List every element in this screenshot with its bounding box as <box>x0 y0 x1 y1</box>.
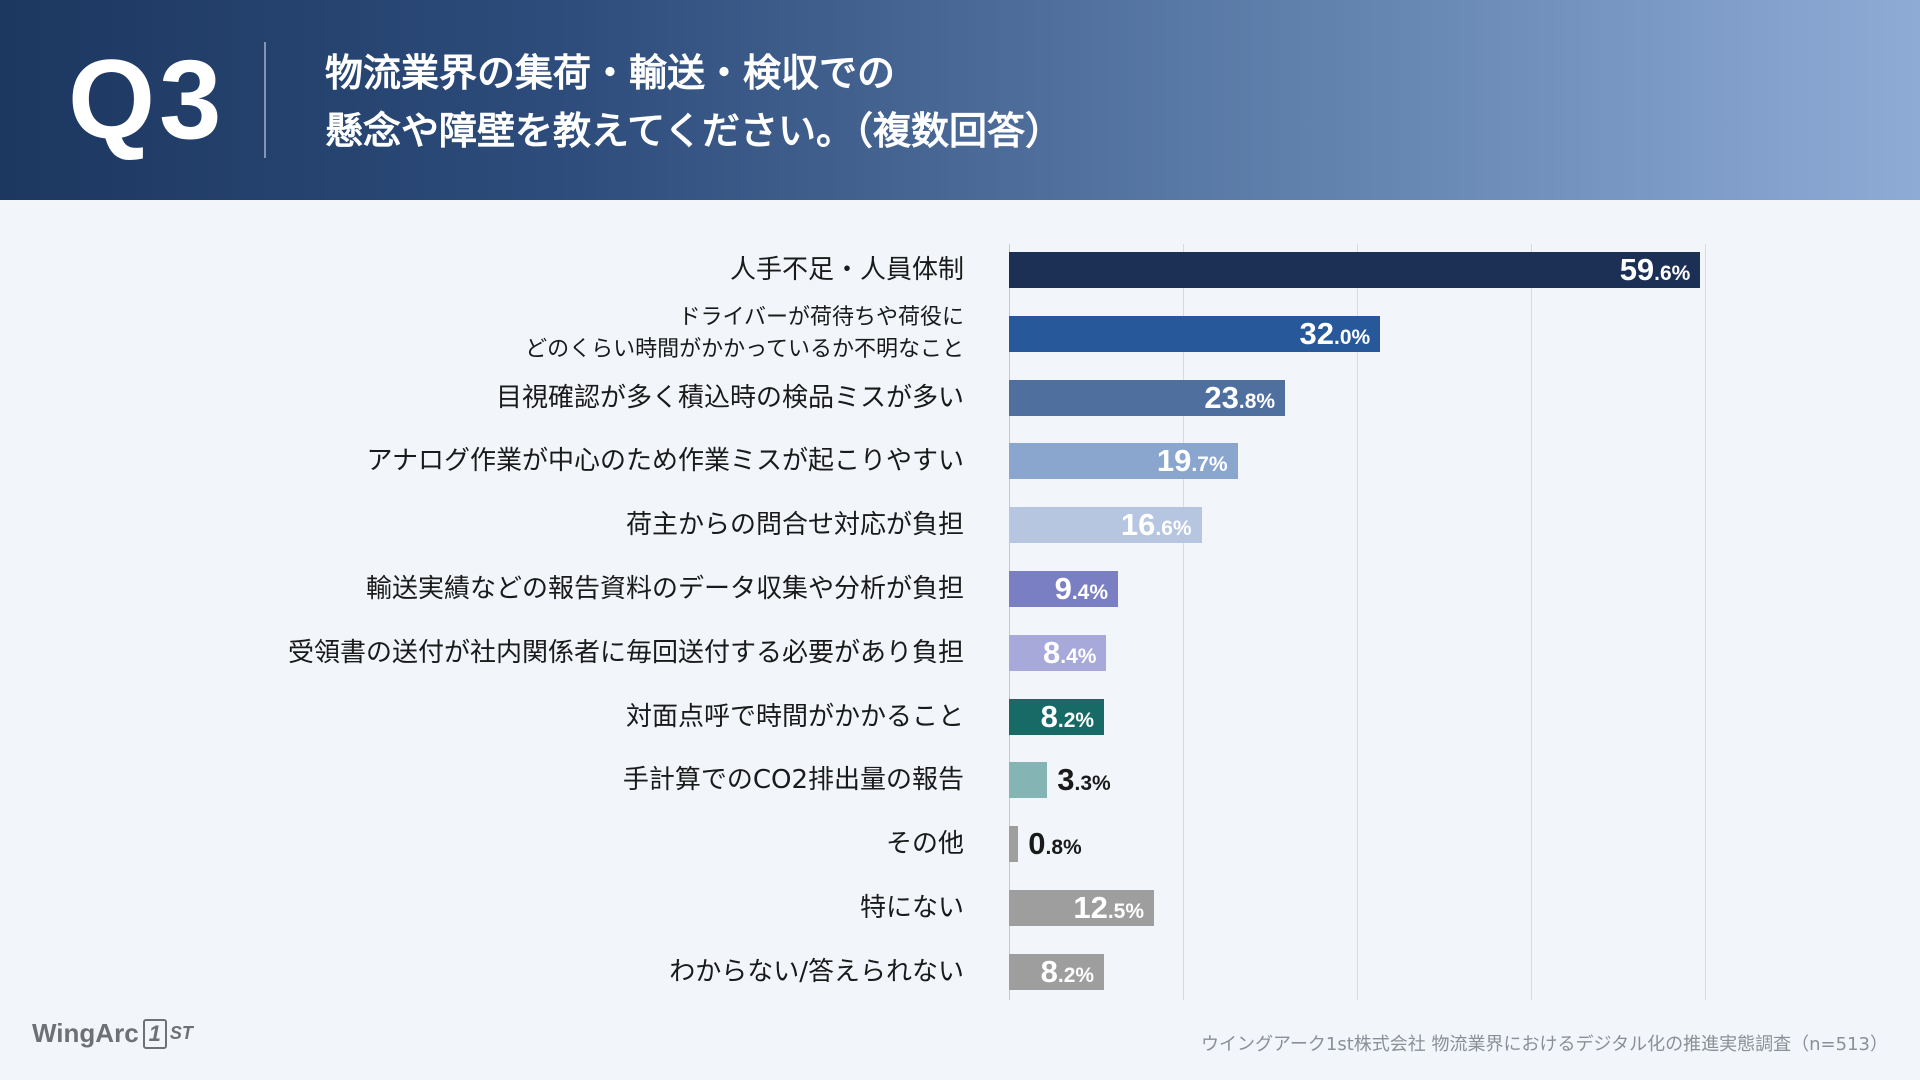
data-label-integer: 3 <box>1057 762 1075 798</box>
gridline <box>1531 244 1532 1000</box>
data-label: 3.3% <box>1057 762 1110 798</box>
data-label: 0.8% <box>1028 826 1081 862</box>
category-label-line: 輸送実績などの報告資料のデータ収集や分析が負担 <box>365 574 964 604</box>
category-label-line: 人手不足・人員体制 <box>729 255 964 285</box>
header-divider <box>264 42 266 158</box>
data-label: 23.8% <box>1009 380 1275 416</box>
header-banner: Q3 物流業界の集荷・輸送・検収での 懸念や障壁を教えてください。（複数回答） <box>0 0 1920 200</box>
data-label-decimal: .8% <box>1045 836 1082 860</box>
category-label-line: 対面点呼で時間がかかること <box>625 701 964 732</box>
data-label: 9.4% <box>1009 571 1108 607</box>
category-label-line: わからない/答えられない <box>669 956 964 987</box>
category-label-line: 目視確認が多く積込時の検品ミスが多い <box>495 382 964 413</box>
question-line-1: 物流業界の集荷・輸送・検収での <box>325 51 896 95</box>
bar-chart: 人手不足・人員体制 59.6% ドライバーが荷待ちや荷役に どのくらい時間がかかってい… <box>0 230 1920 1010</box>
data-label: 8.2% <box>1009 954 1094 990</box>
data-label: 19.7% <box>1009 443 1228 479</box>
category-label: 輸送実績などの報告資料のデータ収集や分析が負担 <box>204 572 964 606</box>
category-label: その他 <box>204 827 964 861</box>
category-label: ドライバーが荷待ちや荷役にどのくらい時間がかかっているか不明なこと <box>204 302 964 366</box>
category-label-line: ドライバーが荷待ちや荷役に <box>678 304 964 330</box>
data-label-integer: 8 <box>1040 698 1058 734</box>
logo-mark: 1 <box>142 1018 167 1049</box>
data-label: 8.4% <box>1009 635 1096 671</box>
bar <box>1009 315 1381 352</box>
category-label: 人手不足・人員体制 <box>204 253 964 287</box>
data-label-integer: 12 <box>1073 890 1108 925</box>
bar <box>1009 571 1119 607</box>
logo-suffix: ST <box>169 1023 193 1043</box>
data-label-decimal: .7% <box>1191 453 1228 477</box>
data-label-decimal: .8% <box>1238 389 1276 413</box>
category-label-line: 受領書の送付が社内関係者に毎回送付する必要があり負担 <box>287 637 964 668</box>
bar <box>1009 507 1202 544</box>
gridline <box>1357 244 1358 1000</box>
data-label-decimal: .6% <box>1654 262 1691 285</box>
data-label-integer: 8 <box>1040 953 1058 989</box>
category-label-line: その他 <box>885 829 964 860</box>
data-label-decimal: .0% <box>1334 325 1371 349</box>
category-label: わからない/答えられない <box>204 955 964 989</box>
data-label: 16.6% <box>1009 507 1192 543</box>
data-label: 8.2% <box>1009 699 1094 735</box>
bar <box>1009 379 1286 416</box>
category-label: 特にない <box>204 891 964 925</box>
data-label-decimal: .4% <box>1071 581 1109 604</box>
bar <box>1009 634 1107 671</box>
question-line-2: 懸念や障壁を教えてください。（複数回答） <box>325 109 1063 153</box>
logo-text: WingArc <box>32 1018 139 1048</box>
data-label-decimal: .4% <box>1060 644 1097 668</box>
bar <box>1009 890 1154 926</box>
data-label-integer: 8 <box>1043 634 1061 670</box>
data-label-decimal: .2% <box>1057 708 1095 732</box>
category-label: アナログ作業が中心のため作業ミスが起こりやすい <box>204 444 964 478</box>
data-label-decimal: .3% <box>1074 772 1111 796</box>
bar <box>1009 762 1048 799</box>
gridline <box>1705 244 1706 1000</box>
category-label: 荷主からの問合せ対応が負担 <box>204 508 964 542</box>
source-note: ウイングアーク1st株式会社 物流業界におけるデジタル化の推進実態調査（n=51… <box>1200 1034 1888 1055</box>
data-label-integer: 32 <box>1299 315 1334 351</box>
category-label-line: どのくらい時間がかかっているか不明なこと <box>525 336 964 362</box>
data-label-integer: 59 <box>1619 252 1655 287</box>
wingarc-logo: WingArc 1 ST <box>32 1018 193 1049</box>
bar <box>1009 443 1238 480</box>
category-label-line: 手計算でのCO2排出量の報告 <box>622 765 964 796</box>
data-label-integer: 9 <box>1054 571 1072 606</box>
category-label-line: 特にない <box>859 893 964 923</box>
category-label: 手計算でのCO2排出量の報告 <box>204 763 964 797</box>
data-label: 12.5% <box>1009 890 1144 926</box>
question-number: Q3 <box>68 37 226 162</box>
category-label: 目視確認が多く積込時の検品ミスが多い <box>204 381 964 415</box>
bar <box>1009 953 1105 990</box>
data-label-integer: 16 <box>1120 507 1156 543</box>
category-label-line: 荷主からの問合せ対応が負担 <box>625 510 964 541</box>
data-label-decimal: .5% <box>1107 900 1144 923</box>
bar <box>1009 252 1701 288</box>
bar <box>1009 826 1019 863</box>
data-label-decimal: .6% <box>1155 517 1192 541</box>
data-label: 32.0% <box>1009 315 1371 352</box>
data-label-decimal: .2% <box>1057 963 1095 987</box>
bar <box>1009 698 1105 735</box>
category-label-line: アナログ作業が中心のため作業ミスが起こりやすい <box>366 446 964 477</box>
category-label: 受領書の送付が社内関係者に毎回送付する必要があり負担 <box>204 636 964 670</box>
y-axis-line <box>1009 244 1010 1000</box>
data-label-integer: 0 <box>1028 826 1046 862</box>
data-label-integer: 23 <box>1204 379 1239 415</box>
category-label: 対面点呼で時間がかかること <box>204 700 964 734</box>
question-text: 物流業界の集荷・輸送・検収での 懸念や障壁を教えてください。（複数回答） <box>325 44 1063 160</box>
data-label-integer: 19 <box>1156 443 1192 479</box>
gridline <box>1183 244 1184 1000</box>
data-label: 59.6% <box>1009 252 1691 288</box>
